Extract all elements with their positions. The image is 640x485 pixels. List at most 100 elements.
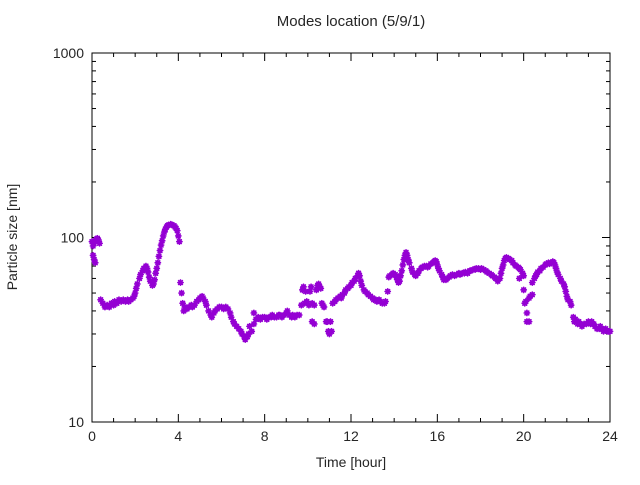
- data-point-marker: [174, 232, 182, 240]
- data-point-marker: [152, 269, 160, 277]
- data-point-marker: [310, 301, 318, 309]
- data-point-marker: [590, 320, 598, 328]
- data-point-marker: [392, 273, 400, 281]
- data-point-marker: [246, 322, 254, 330]
- data-point-marker: [130, 292, 138, 300]
- data-point-marker: [310, 320, 318, 328]
- data-point-marker: [89, 251, 97, 259]
- data-point-marker: [405, 259, 413, 267]
- data-point-marker: [142, 262, 150, 270]
- data-point-marker: [533, 271, 541, 278]
- data-point-marker: [525, 318, 533, 326]
- data-point-marker: [399, 261, 407, 269]
- data-point-marker: [178, 289, 186, 297]
- data-point-marker: [528, 279, 536, 286]
- data-point-marker: [241, 336, 249, 343]
- data-point-marker: [556, 274, 564, 282]
- data-point-marker: [96, 239, 104, 247]
- y-tick-label: 1000: [53, 45, 84, 61]
- data-point-marker: [89, 242, 97, 250]
- x-tick-label: 0: [88, 428, 96, 444]
- data-point-marker: [400, 256, 408, 263]
- data-point-marker: [154, 259, 162, 267]
- data-point-marker: [350, 277, 358, 285]
- data-point-marker: [90, 256, 98, 263]
- data-point-marker: [90, 239, 98, 247]
- data-point-marker: [113, 299, 121, 307]
- data-point-marker: [201, 298, 209, 305]
- data-point-marker: [434, 264, 442, 272]
- data-point-marker: [553, 268, 561, 276]
- data-point-marker: [202, 301, 210, 309]
- y-tick-label: 10: [68, 414, 84, 430]
- data-point-marker: [562, 288, 570, 295]
- data-point-marker: [391, 271, 399, 278]
- data-point-marker: [382, 298, 389, 305]
- data-point-marker: [552, 264, 560, 272]
- data-point-marker: [177, 279, 184, 286]
- data-point-marker: [337, 294, 345, 302]
- data-point-marker: [250, 320, 258, 328]
- data-point-marker: [566, 298, 574, 305]
- data-point-marker: [497, 269, 505, 277]
- data-point-marker: [414, 269, 422, 277]
- data-point-marker: [560, 280, 568, 288]
- data-point-marker: [492, 274, 500, 282]
- data-point-marker: [407, 264, 415, 272]
- data-point-marker: [97, 296, 105, 304]
- data-point-marker: [520, 272, 528, 280]
- data-point-marker: [306, 288, 314, 295]
- data-point-marker: [295, 311, 303, 319]
- x-tick-label: 4: [174, 428, 182, 444]
- data-point-marker: [173, 227, 181, 235]
- data-point-marker: [436, 267, 443, 275]
- data-point-marker: [283, 307, 291, 315]
- data-point-marker: [238, 330, 246, 338]
- data-point-marker: [536, 267, 544, 275]
- scatter-points: [88, 220, 614, 343]
- data-point-marker: [358, 281, 366, 289]
- data-point-marker: [298, 286, 306, 294]
- y-axis-label: Particle size [nm]: [4, 184, 20, 291]
- data-point-marker: [305, 301, 313, 309]
- data-point-marker: [432, 258, 440, 266]
- data-point-marker: [499, 261, 507, 269]
- data-point-marker: [523, 309, 531, 317]
- data-point-marker: [572, 315, 579, 323]
- data-point-marker: [229, 318, 237, 326]
- data-point-marker: [403, 251, 411, 259]
- data-point-marker: [139, 267, 147, 275]
- data-point-marker: [396, 277, 404, 285]
- data-point-marker: [551, 261, 559, 269]
- data-point-marker: [516, 266, 524, 274]
- data-point-marker: [404, 256, 412, 263]
- data-point-marker: [151, 276, 159, 284]
- data-point-marker: [519, 269, 527, 277]
- data-point-marker: [99, 299, 107, 307]
- data-point-marker: [91, 259, 99, 267]
- data-point-marker: [157, 241, 165, 249]
- data-point-marker: [531, 274, 538, 282]
- x-tick-label: 24: [602, 428, 618, 444]
- data-point-marker: [158, 237, 166, 245]
- data-point-marker: [179, 299, 187, 307]
- data-point-marker: [567, 301, 575, 309]
- axis-tick-labels: 0 4 8 12 16 20 24 10 100 1000: [53, 45, 618, 444]
- data-point-marker: [150, 280, 157, 288]
- data-point-marker: [208, 313, 216, 321]
- data-point-marker: [175, 238, 183, 246]
- x-tick-label: 8: [261, 428, 269, 444]
- data-point-marker: [327, 318, 334, 326]
- data-point-marker: [317, 284, 325, 292]
- data-point-marker: [528, 291, 536, 299]
- data-point-marker: [95, 236, 102, 244]
- data-point-marker: [402, 248, 410, 256]
- data-point-marker: [199, 294, 207, 302]
- axis-ticks: [91, 52, 611, 423]
- data-point-marker: [563, 292, 571, 300]
- data-point-marker: [137, 271, 145, 278]
- data-point-marker: [315, 280, 323, 288]
- x-tick-label: 12: [343, 428, 359, 444]
- data-point-marker: [320, 303, 328, 311]
